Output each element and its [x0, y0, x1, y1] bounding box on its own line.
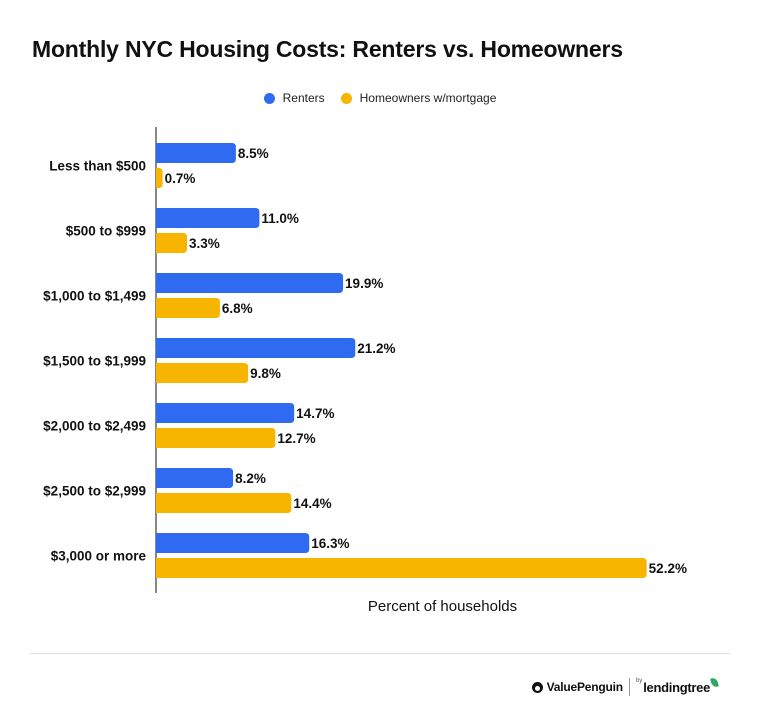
- data-label: 14.4%: [293, 496, 331, 511]
- data-label: 6.8%: [222, 301, 253, 316]
- bar-renters: [156, 468, 234, 488]
- bar-renters: [156, 273, 344, 293]
- data-label: 9.8%: [250, 366, 281, 381]
- footer-logos: ValuePenguin by lendingtree: [531, 677, 719, 696]
- legend-label-homeowners: Homeowners w/mortgage: [359, 91, 497, 105]
- data-label: 16.3%: [311, 536, 349, 551]
- bar-homeowners: [156, 298, 220, 318]
- bar-homeowners: [156, 233, 188, 253]
- bar-homeowners: [156, 558, 647, 578]
- x-axis-label: Percent of households: [367, 598, 518, 615]
- lendingtree-logo: lendingtree: [643, 679, 710, 695]
- data-label: 8.2%: [235, 471, 266, 486]
- bar-renters: [156, 338, 356, 358]
- y-tick-label: Less than $500: [49, 159, 146, 174]
- penguin-logo-icon: [531, 681, 543, 693]
- bar-renters: [156, 403, 295, 423]
- data-label: 3.3%: [189, 236, 220, 251]
- legend-label-renters: Renters: [282, 91, 325, 105]
- bar-renters: [156, 208, 260, 228]
- data-label: 52.2%: [649, 561, 687, 576]
- legend-swatch-homeowners: [340, 92, 352, 104]
- valuepenguin-logo: ValuePenguin: [546, 680, 623, 694]
- leaf-logo-icon: [710, 677, 719, 688]
- bar-chart: Less than $500 8.5% 0.7% $500 to $999 11.0% 3…: [43, 127, 687, 593]
- y-tick-label: $3,000 or more: [51, 549, 147, 564]
- legend-item-renters: Renters: [263, 91, 325, 105]
- bar-homeowners: [156, 168, 163, 188]
- data-label: 14.7%: [296, 406, 334, 421]
- y-tick-label: $2,000 to $2,499: [43, 419, 146, 434]
- bar-homeowners: [156, 428, 276, 448]
- y-tick-label: $2,500 to $2,999: [43, 484, 146, 499]
- data-label: 11.0%: [261, 211, 299, 226]
- bar-renters: [156, 533, 310, 553]
- data-label: 21.2%: [357, 341, 395, 356]
- chart-title: Monthly NYC Housing Costs: Renters vs. H…: [32, 36, 623, 62]
- bar-renters: [156, 143, 236, 163]
- data-label: 19.9%: [345, 276, 383, 291]
- data-label: 8.5%: [238, 146, 269, 161]
- bar-homeowners: [156, 363, 249, 383]
- y-tick-label: $1,500 to $1,999: [43, 354, 146, 369]
- data-label: 0.7%: [165, 171, 196, 186]
- footer-divider: [30, 653, 730, 654]
- y-tick-label: $500 to $999: [66, 224, 146, 239]
- logo-separator: [628, 678, 630, 696]
- legend-item-homeowners: Homeowners w/mortgage: [340, 91, 497, 105]
- y-tick-label: $1,000 to $1,499: [43, 289, 146, 304]
- legend-swatch-renters: [263, 92, 275, 104]
- data-label: 12.7%: [277, 431, 315, 446]
- bar-homeowners: [156, 493, 292, 513]
- by-text: by: [635, 678, 643, 684]
- legend: Renters Homeowners w/mortgage: [0, 91, 760, 105]
